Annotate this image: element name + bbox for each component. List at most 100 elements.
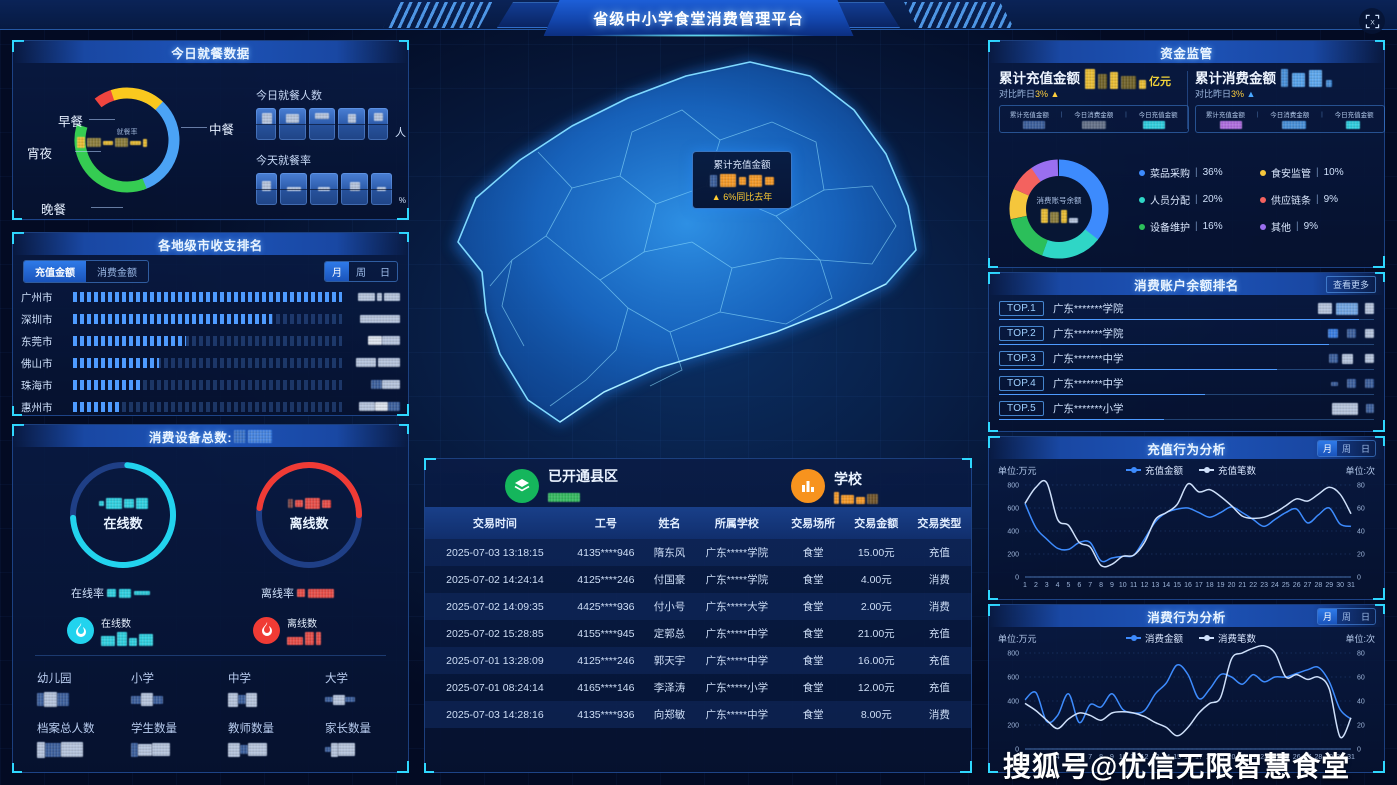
period-week[interactable]: 周 [1341, 612, 1351, 622]
period-month[interactable]: 月 [1317, 609, 1337, 624]
svg-text:80: 80 [1357, 651, 1365, 658]
table-row[interactable]: 珠海市 [13, 374, 408, 396]
svg-text:22: 22 [1249, 582, 1257, 589]
period-day[interactable]: 日 [1360, 444, 1370, 454]
list-item[interactable]: TOP.5 广东*******小学 [989, 395, 1384, 420]
city-rank-panel: 各地级市收支排名 充值金额 消费金额 月 周 日 广州市 深圳市 东莞市 佛山市 [12, 232, 409, 416]
svg-text:23: 23 [1260, 754, 1268, 761]
legend-item-procurement: 菜品采购 | 36% [1139, 165, 1256, 180]
legend-item-other: 其他 | 9% [1260, 219, 1377, 234]
list-item[interactable]: TOP.4 广东*******中学 [989, 370, 1384, 395]
svg-text:14: 14 [1162, 582, 1170, 589]
legend-label: 供应链条 [1271, 196, 1311, 207]
stat-value [325, 741, 371, 759]
period-month[interactable]: 月 [325, 262, 349, 281]
offline-rate-label: 离线率 [261, 588, 294, 600]
svg-text:5: 5 [1067, 754, 1071, 761]
table-row[interactable]: 2025-07-03 13:18:15 4135****946 隋东风 广东*****… [425, 539, 971, 566]
tab-consume-amount[interactable]: 消费金额 [97, 268, 137, 279]
rank-badge: TOP.3 [999, 351, 1044, 366]
table-row[interactable]: 2025-07-02 14:24:14 4125****246 付国豪 广东*****… [425, 566, 971, 593]
stat-parents: 家长数量 [325, 720, 371, 759]
cell-type: 充值 [928, 655, 950, 667]
cell-place: 食堂 [802, 628, 824, 640]
svg-text:0: 0 [1015, 747, 1019, 754]
city-rank-period-switch[interactable]: 月 周 日 [324, 261, 398, 282]
kpi-label-rate: 今天就餐率 [256, 155, 311, 167]
svg-text:400: 400 [1007, 699, 1019, 706]
period-week[interactable]: 周 [356, 268, 366, 279]
svg-text:80: 80 [1357, 483, 1365, 490]
cell-amount: 15.00元 [857, 547, 895, 559]
svg-text:7: 7 [1088, 754, 1092, 761]
table-row[interactable]: 2025-07-02 14:09:35 4425****936 付小号 广东*****… [425, 593, 971, 620]
fund-supervision-panel: 资金监管 累计充值金额 对比昨日3% ▲ 亿元 累计充值金额 | [988, 40, 1385, 268]
account-balance-donut: 消费账号余额 [1007, 157, 1111, 261]
header-glow [583, 34, 814, 37]
list-item[interactable]: TOP.2 广东*******学院 [989, 320, 1384, 345]
svg-text:13: 13 [1152, 582, 1160, 589]
chart1-period-switch[interactable]: 月 周 日 [1316, 440, 1376, 457]
table-row[interactable]: 深圳市 [13, 308, 408, 330]
tab-recharge-amount[interactable]: 充值金额 [24, 261, 86, 282]
device-panel: 消费设备总数: 在线数 在线率 [12, 424, 409, 773]
legend-item-food-safety: 食安监管 | 10% [1260, 165, 1377, 180]
stat-value [325, 691, 355, 709]
balance-value [1329, 353, 1374, 364]
cell-amount: 16.00元 [857, 655, 895, 667]
table-row[interactable]: 惠州市 [13, 396, 408, 418]
period-day[interactable]: 日 [1360, 612, 1370, 622]
legend-label: 设备维护 [1150, 223, 1190, 234]
svg-text:3: 3 [1045, 754, 1049, 761]
city-rank-tabs[interactable]: 充值金额 消费金额 [23, 260, 149, 283]
online-device-label: 在线数 [103, 516, 143, 531]
svg-text:18: 18 [1206, 754, 1214, 761]
table-row[interactable]: 东莞市 [13, 330, 408, 352]
list-item[interactable]: TOP.3 广东*******中学 [989, 345, 1384, 370]
period-day[interactable]: 日 [380, 268, 390, 279]
svg-text:19: 19 [1217, 754, 1225, 761]
mini-label: 今日消费金额 [1074, 112, 1114, 119]
stat-university: 大学 [325, 670, 355, 709]
cell-name: 定郭总 [653, 628, 686, 640]
fullscreen-icon[interactable]: X [1359, 8, 1385, 34]
legend-item-recharge-amount: 充值金额 [1125, 463, 1183, 477]
stat-total-records: 档案总人数 [37, 720, 95, 759]
period-week[interactable]: 周 [1341, 444, 1351, 454]
chart2-period-switch[interactable]: 月 周 日 [1316, 608, 1376, 625]
view-more-button[interactable]: 查看更多 [1325, 276, 1376, 293]
table-row[interactable]: 2025-07-01 13:28:09 4125****246 郭天宇 广东*****… [425, 647, 971, 674]
top-rank-title: 消费账户余额排名 [989, 273, 1384, 295]
table-row[interactable]: 广州市 [13, 286, 408, 308]
legend-item-staffing: 人员分配 | 20% [1139, 192, 1256, 207]
svg-text:14: 14 [1162, 754, 1170, 761]
offline-device-label: 离线数 [289, 516, 329, 531]
rank-badge: TOP.4 [999, 376, 1044, 391]
donut-center-value [1040, 209, 1078, 223]
page-title: 省级中小学食堂消费管理平台 [593, 10, 804, 28]
cell-place: 食堂 [802, 547, 824, 559]
svg-text:16: 16 [1184, 754, 1192, 761]
device-title-prefix: 消费设备总数: [148, 430, 233, 445]
fund-recharge-minibox: 累计充值金额 | 今日消费金额 | 今日充值金额 [999, 105, 1189, 133]
bar-chart-icon [791, 469, 825, 503]
table-row[interactable]: 2025-07-01 08:24:14 4165****146 李泽涛 广东*****… [425, 674, 971, 701]
header-wing-right [904, 2, 1014, 28]
table-row[interactable]: 2025-07-03 14:28:16 4135****936 向郑敏 广东*****… [425, 701, 971, 728]
offline-fire-stat: 离线数 [253, 615, 321, 645]
cell-place: 食堂 [802, 682, 824, 694]
svg-text:24: 24 [1271, 582, 1279, 589]
svg-text:6: 6 [1077, 754, 1081, 761]
svg-text:10: 10 [1119, 754, 1127, 761]
cell-name: 隋东风 [653, 547, 686, 559]
table-row[interactable]: 佛山市 [13, 352, 408, 374]
city-bar [73, 314, 342, 324]
mini-label: 今日充值金额 [1334, 112, 1374, 119]
svg-text:1: 1 [1023, 582, 1027, 589]
table-row[interactable]: 2025-07-02 15:28:85 4155****945 定郭总 广东*****… [425, 620, 971, 647]
chart2-title: 消费行为分析 [989, 605, 1384, 627]
period-month[interactable]: 月 [1317, 441, 1337, 456]
list-item[interactable]: TOP.1 广东*******学院 [989, 295, 1384, 320]
guangdong-map[interactable]: 累计充值金额 ▲ 6%同比去年 [420, 36, 980, 451]
svg-text:6: 6 [1077, 582, 1081, 589]
